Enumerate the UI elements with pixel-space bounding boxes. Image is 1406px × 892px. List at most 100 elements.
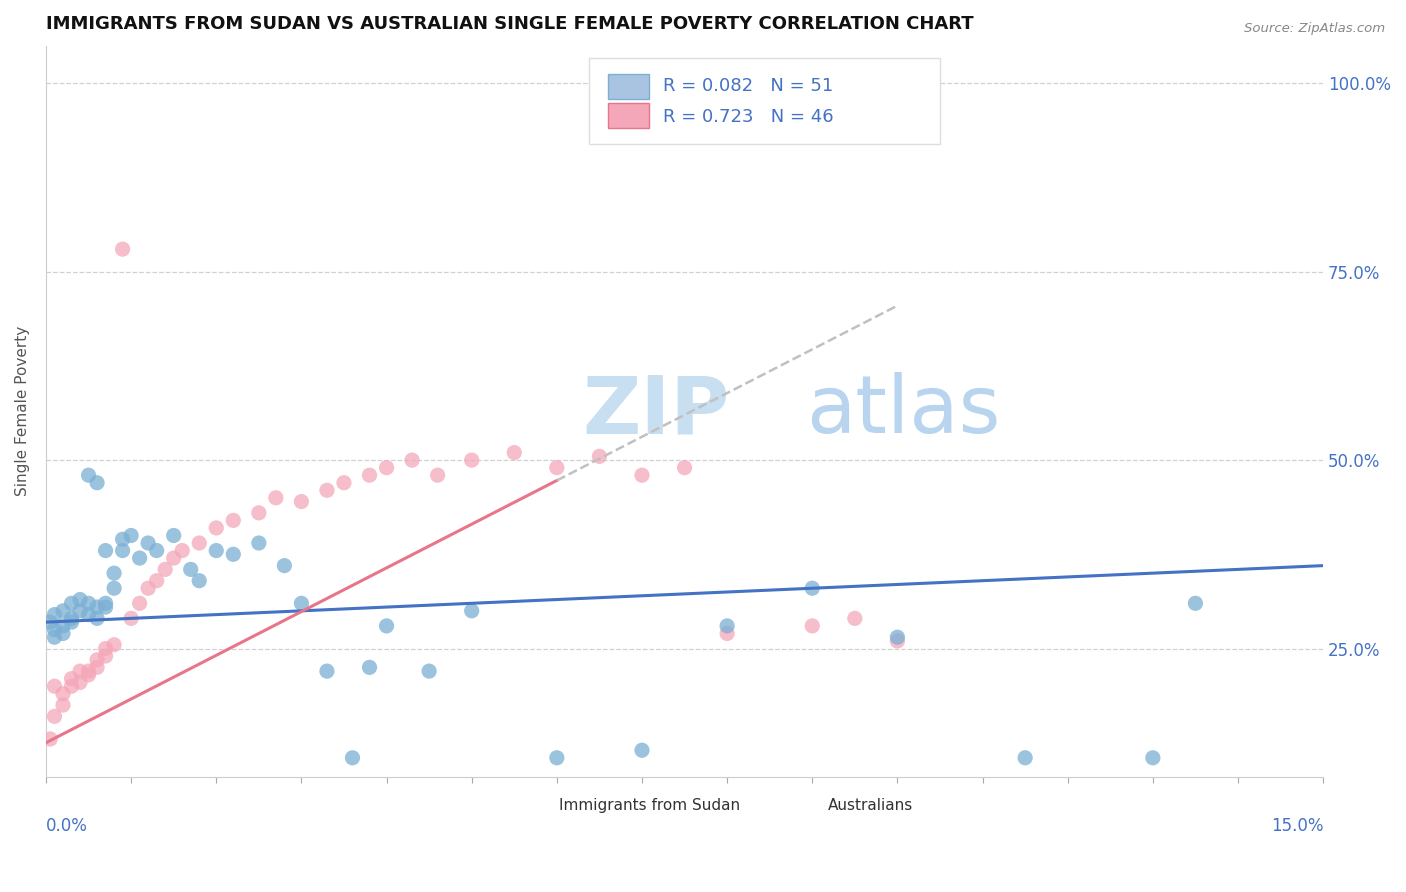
Point xyxy=(460,453,482,467)
Point xyxy=(588,450,610,464)
Point xyxy=(418,664,440,678)
Point xyxy=(631,468,654,483)
Point xyxy=(52,626,75,640)
Point xyxy=(316,664,339,678)
Point xyxy=(111,242,134,256)
Point xyxy=(52,687,75,701)
Point xyxy=(290,494,312,508)
Point xyxy=(77,668,100,682)
Point xyxy=(801,581,824,595)
Bar xyxy=(519,797,551,814)
Point xyxy=(273,558,295,573)
Point xyxy=(426,468,449,483)
Point xyxy=(44,679,66,693)
Text: R = 0.082   N = 51: R = 0.082 N = 51 xyxy=(662,77,834,95)
Point xyxy=(673,460,696,475)
Point xyxy=(359,660,381,674)
Point xyxy=(172,543,194,558)
Point xyxy=(546,460,568,475)
Bar xyxy=(607,74,648,99)
Point xyxy=(77,468,100,483)
Point xyxy=(290,596,312,610)
Y-axis label: Single Female Poverty: Single Female Poverty xyxy=(15,326,30,496)
Point xyxy=(205,521,228,535)
Point xyxy=(180,562,202,576)
Point xyxy=(801,619,824,633)
Point xyxy=(60,672,83,686)
Point xyxy=(631,743,654,757)
Point xyxy=(103,581,125,595)
Point xyxy=(375,619,398,633)
Point xyxy=(247,506,270,520)
Point xyxy=(52,698,75,712)
Point xyxy=(716,619,738,633)
Text: ZIP: ZIP xyxy=(582,372,730,450)
Point xyxy=(136,581,159,595)
Point xyxy=(1014,751,1036,765)
Point xyxy=(60,679,83,693)
Point xyxy=(333,475,356,490)
FancyBboxPatch shape xyxy=(589,58,941,145)
Point xyxy=(77,664,100,678)
Point xyxy=(375,460,398,475)
Point xyxy=(316,483,339,498)
Point xyxy=(44,607,66,622)
Bar xyxy=(607,103,648,128)
Point xyxy=(86,600,108,615)
Point xyxy=(39,615,62,629)
Point xyxy=(103,638,125,652)
Text: 15.0%: 15.0% xyxy=(1271,817,1323,835)
Point xyxy=(503,445,526,459)
Point xyxy=(136,536,159,550)
Point xyxy=(188,536,211,550)
Point xyxy=(247,536,270,550)
Point xyxy=(163,551,186,566)
Text: R = 0.723   N = 46: R = 0.723 N = 46 xyxy=(662,108,834,126)
Point xyxy=(44,709,66,723)
Point xyxy=(128,551,150,566)
Point xyxy=(145,543,167,558)
Point xyxy=(44,630,66,644)
Point xyxy=(86,653,108,667)
Point xyxy=(94,641,117,656)
Point xyxy=(222,547,245,561)
Bar xyxy=(787,797,818,814)
Point xyxy=(77,607,100,622)
Point xyxy=(163,528,186,542)
Text: IMMIGRANTS FROM SUDAN VS AUSTRALIAN SINGLE FEMALE POVERTY CORRELATION CHART: IMMIGRANTS FROM SUDAN VS AUSTRALIAN SING… xyxy=(46,15,973,33)
Point xyxy=(52,604,75,618)
Point xyxy=(39,731,62,746)
Point xyxy=(94,600,117,615)
Point xyxy=(1184,596,1206,610)
Point xyxy=(77,596,100,610)
Point xyxy=(94,648,117,663)
Point xyxy=(120,611,142,625)
Point xyxy=(153,562,176,576)
Point xyxy=(52,619,75,633)
Point xyxy=(546,751,568,765)
Point xyxy=(69,604,91,618)
Text: 0.0%: 0.0% xyxy=(46,817,87,835)
Point xyxy=(86,475,108,490)
Point xyxy=(103,566,125,581)
Point xyxy=(86,660,108,674)
Point xyxy=(886,634,908,648)
Point xyxy=(886,630,908,644)
Point xyxy=(44,623,66,637)
Point xyxy=(128,596,150,610)
Point xyxy=(145,574,167,588)
Point xyxy=(205,543,228,558)
Point xyxy=(342,751,364,765)
Point xyxy=(359,468,381,483)
Point xyxy=(716,626,738,640)
Point xyxy=(86,611,108,625)
Point xyxy=(69,675,91,690)
Point xyxy=(401,453,423,467)
Point xyxy=(111,533,134,547)
Point xyxy=(60,615,83,629)
Text: Immigrants from Sudan: Immigrants from Sudan xyxy=(560,797,741,813)
Point xyxy=(460,604,482,618)
Point xyxy=(69,664,91,678)
Text: Source: ZipAtlas.com: Source: ZipAtlas.com xyxy=(1244,22,1385,36)
Text: atlas: atlas xyxy=(806,372,1000,450)
